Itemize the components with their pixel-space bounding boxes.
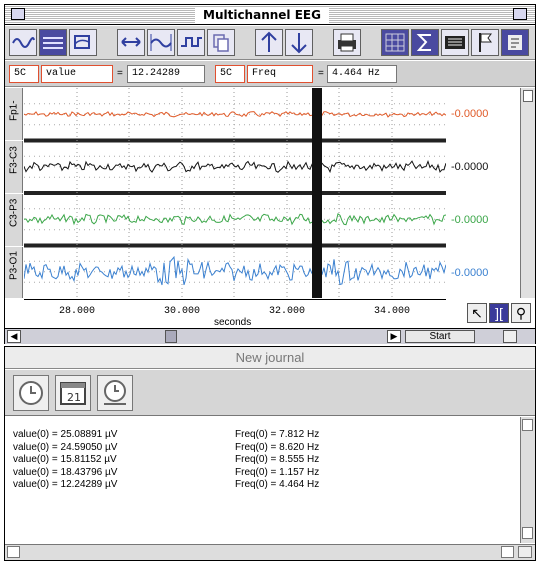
eeg-plot-area[interactable] <box>23 88 447 298</box>
wave-view-icon[interactable] <box>9 29 37 56</box>
stacked-view-icon[interactable] <box>39 29 67 56</box>
overlay-view-icon[interactable] <box>69 29 97 56</box>
channel-value-2: -0.0000 <box>447 141 519 193</box>
journal-value-line: value(0) = 18.43796 µV <box>13 466 118 478</box>
tick-label: 34.000 <box>373 306 411 317</box>
channel-separator <box>24 243 446 248</box>
journal-title: New journal <box>5 347 535 369</box>
journal-freq-line: Freq(0) = 1.157 Hz <box>235 466 320 478</box>
measurement-bar: 5C value = 12.24289 5C Freq = 4.464 Hz <box>5 61 535 87</box>
calendar-icon[interactable]: 21 <box>55 375 91 411</box>
channel-label-3[interactable]: C3-P3 <box>5 194 23 246</box>
flag-icon[interactable] <box>471 29 499 56</box>
journal-horizontal-scrollbar[interactable] <box>5 544 535 560</box>
scroll-thumb[interactable] <box>165 330 177 343</box>
axis-unit-label: seconds <box>214 317 252 328</box>
trace-1 <box>23 111 447 118</box>
vertical-scrollbar[interactable] <box>520 88 535 298</box>
channel-value-1: -0.0000 <box>447 88 519 140</box>
left-value-readout: 12.24289 <box>127 65 205 83</box>
title-bar[interactable]: Multichannel EEG <box>5 5 535 25</box>
step-wave-icon[interactable] <box>177 29 205 56</box>
tick-label: 28.000 <box>58 306 96 317</box>
journal-vertical-scrollbar[interactable] <box>520 417 535 543</box>
channel-label-4[interactable]: P3-O1 <box>5 247 23 298</box>
zoom-box[interactable] <box>513 8 527 20</box>
journal-value-line: value(0) = 15.81152 µV <box>13 454 117 465</box>
channel-value-3: -0.0000 <box>447 194 519 246</box>
svg-text:21: 21 <box>67 391 81 404</box>
channel-separator <box>24 191 446 195</box>
tool-palette: ↖ ][ ⚲ <box>447 299 535 327</box>
right-function-select[interactable]: Freq <box>247 65 313 83</box>
main-toolbar <box>5 26 535 60</box>
trace-4 <box>23 255 447 286</box>
scale-up-icon[interactable] <box>255 29 283 56</box>
settings-panel-icon[interactable] <box>501 29 529 56</box>
journal-scroll-down-arrow-icon[interactable] <box>522 527 533 539</box>
right-channel-select[interactable]: 5C <box>215 65 245 83</box>
scroll-right-arrow-icon[interactable]: ▶ <box>387 330 401 343</box>
channel-value-4: -0.0000 <box>447 247 519 298</box>
journal-freq-line: Freq(0) = 8.555 Hz <box>235 454 320 465</box>
channel-value-4-text: -0.0000 <box>451 267 489 279</box>
time-axis: 28.000 30.000 32.000 34.000 seconds <box>24 299 446 328</box>
channel-value-1-text: -0.0000 <box>451 108 489 120</box>
tick-label: 30.000 <box>163 306 201 317</box>
cursor-bracket-icon[interactable]: ][ <box>489 303 509 323</box>
printer-icon[interactable] <box>333 29 361 56</box>
journal-toolbar: 21 <box>5 370 535 416</box>
clock-history-icon[interactable] <box>97 375 133 411</box>
journal-value-line: value(0) = 12.24289 µV <box>13 479 118 490</box>
grid-icon[interactable] <box>381 29 409 56</box>
channel-label-1[interactable]: Fp1- <box>5 88 23 140</box>
right-equals: = <box>318 68 324 79</box>
close-box[interactable] <box>11 8 25 20</box>
journal-window: New journal 21 value(0) = 25.08891 µV va… <box>4 346 536 561</box>
scroll-up-arrow-icon[interactable] <box>523 90 533 102</box>
trace-2 <box>23 160 447 174</box>
journal-resize-corner-icon[interactable] <box>518 546 532 558</box>
horizontal-scrollbar[interactable]: ◀ ▶ Start <box>5 328 535 344</box>
channel-value-3-text: -0.0000 <box>451 214 489 226</box>
journal-scroll-left-arrow-icon[interactable] <box>7 546 20 558</box>
trace-3 <box>23 212 447 226</box>
journal-content[interactable]: value(0) = 25.08891 µV value(0) = 24.590… <box>5 417 519 543</box>
journal-freq-line: Freq(0) = 4.464 Hz <box>235 479 320 490</box>
sigma-icon[interactable] <box>411 29 439 56</box>
clock-icon[interactable] <box>13 375 49 411</box>
journal-freq-line: Freq(0) = 7.812 Hz <box>235 429 320 440</box>
journal-scroll-right-arrow-icon[interactable] <box>501 546 514 558</box>
channel-label-2[interactable]: F3-C3 <box>5 141 23 193</box>
channel-separator <box>24 138 446 143</box>
journal-scroll-up-arrow-icon[interactable] <box>522 419 533 431</box>
montage-icon[interactable] <box>441 29 469 56</box>
journal-value-line: value(0) = 24.59050 µV <box>13 441 118 453</box>
compress-horizontal-icon[interactable] <box>147 29 175 56</box>
left-channel-select[interactable]: 5C <box>9 65 39 83</box>
journal-values-column: value(0) = 25.08891 µV value(0) = 24.590… <box>13 429 253 492</box>
start-button[interactable]: Start <box>405 330 475 343</box>
copy-icon[interactable] <box>207 29 235 56</box>
scroll-left-arrow-icon[interactable]: ◀ <box>7 330 21 343</box>
channel-value-2-text: -0.0000 <box>451 161 489 173</box>
left-equals: = <box>117 68 123 79</box>
window-title: Multichannel EEG <box>195 7 329 23</box>
eeg-traces[interactable] <box>23 88 447 298</box>
left-function-select[interactable]: value <box>41 65 113 83</box>
eeg-window: Multichannel EEG <box>4 4 536 344</box>
magnifier-icon[interactable]: ⚲ <box>511 303 531 323</box>
journal-value-line: value(0) = 25.08891 µV <box>13 429 118 440</box>
time-cursor[interactable] <box>312 88 322 298</box>
journal-freq-line: Freq(0) = 8.620 Hz <box>235 441 320 453</box>
expand-horizontal-icon[interactable] <box>117 29 145 56</box>
scale-down-icon[interactable] <box>285 29 313 56</box>
resize-corner-icon[interactable] <box>503 330 517 343</box>
arrow-pointer-icon[interactable]: ↖ <box>467 303 487 323</box>
right-value-readout: 4.464 Hz <box>327 65 397 83</box>
journal-freq-column: Freq(0) = 7.812 Hz Freq(0) = 8.620 Hz Fr… <box>235 429 435 492</box>
tick-label: 32.000 <box>268 306 306 317</box>
